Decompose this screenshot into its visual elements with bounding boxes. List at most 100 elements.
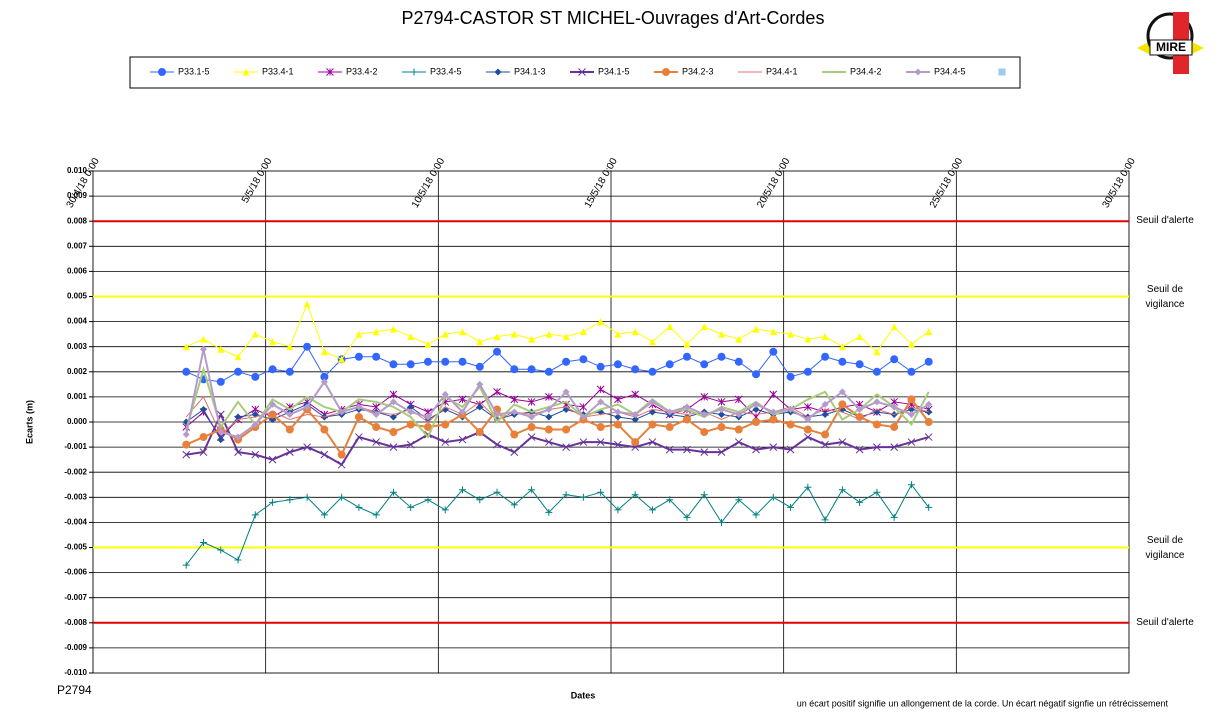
point: [804, 483, 812, 491]
point: [924, 418, 933, 426]
point: [614, 330, 622, 338]
point: [631, 491, 639, 499]
point: [493, 333, 501, 341]
point: [285, 367, 294, 376]
point: [527, 365, 536, 374]
point: [614, 506, 622, 514]
point: [821, 400, 829, 408]
point: [527, 433, 536, 441]
legend-label: P33.4-5: [430, 66, 462, 76]
point: [700, 410, 708, 418]
legend-marker: [326, 68, 334, 76]
y-tick-label: -0.010: [64, 668, 87, 677]
point: [182, 343, 190, 351]
series: [185, 395, 929, 436]
point: [458, 357, 467, 366]
point: [890, 513, 898, 521]
point: [389, 325, 397, 333]
point: [873, 348, 881, 356]
point: [787, 405, 795, 413]
point: [872, 367, 881, 376]
point: [925, 400, 933, 408]
point: [182, 431, 190, 439]
point: [873, 443, 881, 451]
point: [389, 360, 398, 369]
point: [631, 328, 639, 336]
threshold-label: Seuil d'alerte: [1136, 215, 1194, 227]
y-tick-label: 0.002: [67, 367, 88, 376]
point: [510, 448, 519, 456]
point: [666, 408, 674, 416]
point: [596, 423, 605, 432]
point: [648, 420, 657, 429]
point: [683, 340, 691, 348]
point: [890, 443, 899, 451]
point: [718, 410, 726, 418]
point: [596, 438, 605, 446]
point: [510, 395, 519, 404]
point: [752, 325, 760, 333]
point: [682, 352, 691, 361]
point: [528, 335, 536, 343]
series: [182, 300, 933, 363]
point: [890, 423, 899, 432]
legend-marker: [662, 68, 670, 76]
point: [475, 362, 484, 371]
point: [389, 443, 398, 451]
point: [786, 445, 795, 454]
point: [182, 561, 190, 569]
point: [406, 420, 415, 429]
point: [821, 440, 829, 449]
legend-item: [998, 68, 1006, 76]
point: [614, 413, 622, 421]
point: [665, 445, 674, 454]
point: [527, 423, 536, 432]
point: [579, 493, 587, 501]
series-line: [185, 483, 930, 566]
point: [372, 423, 381, 432]
point: [803, 425, 812, 434]
legend-label: P34.2-3: [682, 66, 714, 76]
point: [493, 488, 501, 496]
y-tick-label: 0.000: [67, 417, 88, 426]
point: [614, 440, 622, 449]
point: [717, 352, 726, 361]
point: [821, 333, 829, 341]
point: [752, 400, 760, 408]
logo-text: MIRE: [1156, 40, 1186, 54]
point: [631, 410, 639, 418]
legend-item: P34.4-2: [822, 66, 882, 76]
point: [717, 423, 726, 432]
point: [890, 323, 898, 331]
point: [493, 410, 501, 418]
point: [614, 408, 622, 416]
point: [769, 390, 778, 399]
point: [424, 340, 432, 348]
threshold-label: Seuil d'alerte: [1136, 616, 1194, 628]
point: [873, 488, 881, 496]
legend-item: P34.1-5: [570, 66, 630, 76]
point: [355, 503, 363, 511]
point: [182, 450, 191, 459]
point: [544, 367, 553, 376]
point: [718, 518, 726, 526]
point: [545, 413, 553, 421]
point: [787, 503, 795, 511]
point: [493, 440, 501, 449]
point: [269, 400, 277, 408]
series: [185, 365, 930, 439]
point: [872, 420, 881, 429]
y-tick-label: -0.007: [64, 593, 87, 602]
point: [803, 433, 812, 441]
point: [372, 352, 381, 361]
point: [355, 433, 363, 441]
point: [545, 405, 553, 413]
point: [475, 428, 484, 437]
point: [545, 330, 553, 338]
y-tick-label: 0.007: [67, 241, 88, 250]
point: [544, 438, 553, 446]
point: [821, 410, 829, 418]
point: [234, 556, 242, 564]
point: [804, 415, 812, 423]
